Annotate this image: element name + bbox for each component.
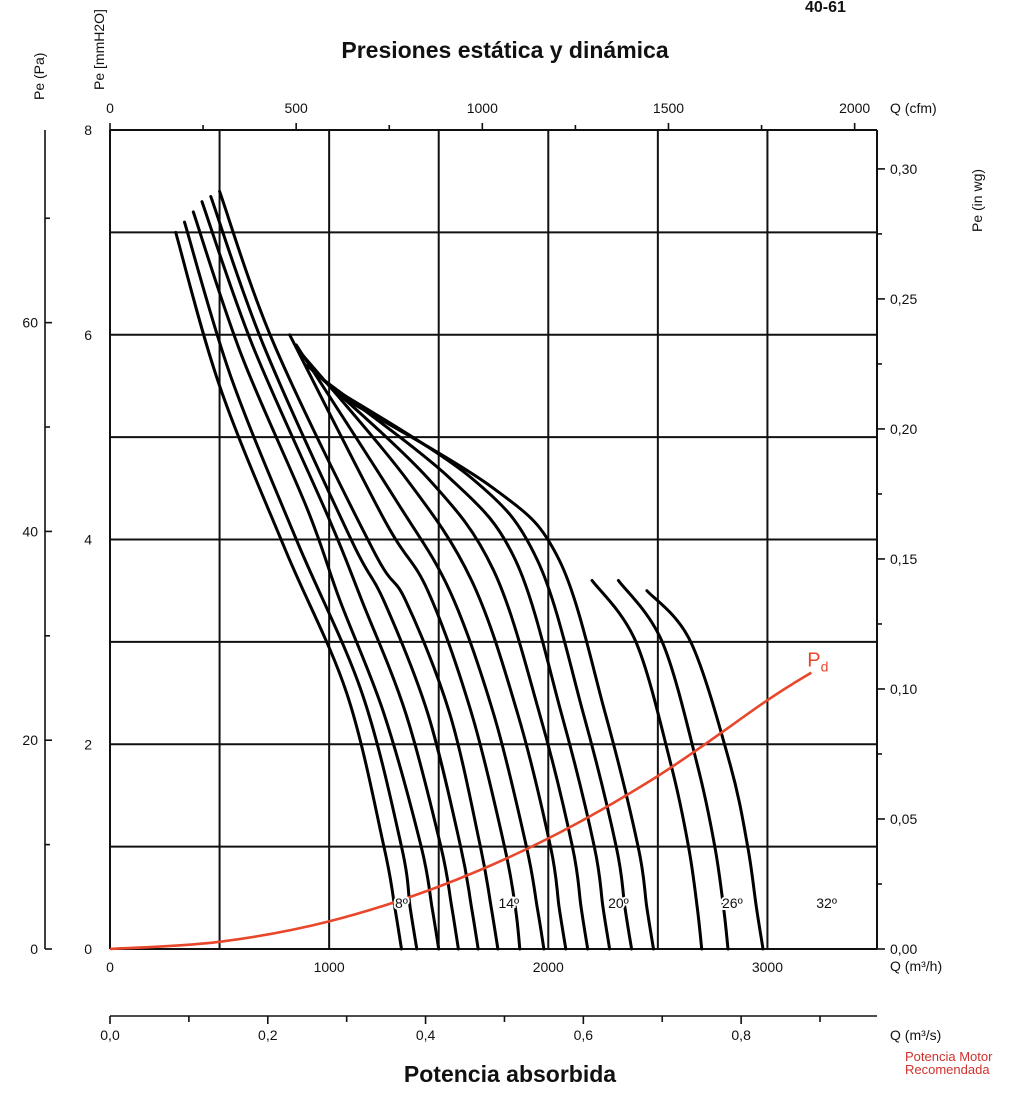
inwg-tick-label: 0,20: [890, 421, 917, 437]
m3s-axis-title: Q (m³/s): [890, 1027, 941, 1043]
pd-curve-label: Pd: [807, 650, 828, 675]
inwg-tick-label: 0,25: [890, 291, 917, 307]
m3s-tick-label: 0,8: [731, 1027, 751, 1043]
blade-angle-label: 8º: [395, 895, 408, 911]
m3h-axis-title: Q (m³/h): [890, 958, 942, 974]
m3s-tick-label: 0,2: [258, 1027, 278, 1043]
pressure-curve: [301, 353, 568, 951]
pd-curve: [109, 671, 812, 951]
grid: [109, 129, 878, 950]
blade-angle-label: 14º: [498, 895, 519, 911]
pressure-curve: [327, 384, 634, 951]
pressure-curve: [590, 579, 704, 951]
pressure-curve: [616, 579, 730, 951]
pressure-curve: [338, 394, 655, 951]
m3h-tick-label: 1000: [314, 959, 345, 975]
chart-title: Presiones estática y dinámica: [341, 37, 668, 63]
series-curves: [109, 189, 812, 951]
pressure-curve: [218, 189, 500, 951]
cfm-tick-label: 0: [106, 100, 114, 116]
pa-tick-label: 40: [22, 523, 38, 539]
note-line-2: Recomendada: [905, 1062, 990, 1077]
pa-tick-label: 20: [22, 732, 38, 748]
inwg-tick-label: 0,30: [890, 161, 917, 177]
m3s-tick-label: 0,0: [100, 1027, 120, 1043]
pressure-curve: [191, 210, 441, 951]
pressure-curve: [183, 220, 419, 951]
cfm-tick-label: 1500: [653, 100, 684, 116]
axes: [44, 123, 885, 1024]
recommended-power-note: Potencia Motor Recomendada: [905, 1050, 992, 1076]
inwg-tick-label: 0,15: [890, 551, 917, 567]
axis-labels: 0204060024680,000,050,100,150,200,250,30…: [22, 9, 985, 1043]
blade-angle-label: 20º: [608, 895, 629, 911]
pressure-curve: [305, 364, 590, 951]
mmh2o-tick-label: 8: [84, 122, 92, 138]
cfm-tick-label: 2000: [839, 100, 870, 116]
pa-tick-label: 60: [22, 315, 38, 331]
pa-axis-title: Pe (Pa): [31, 53, 47, 100]
m3h-tick-label: 2000: [533, 959, 564, 975]
cfm-tick-label: 500: [284, 100, 308, 116]
inwg-tick-label: 0,10: [890, 681, 917, 697]
pressure-curve: [316, 374, 612, 951]
m3h-tick-label: 3000: [752, 959, 783, 975]
mmh2o-axis-title: Pe [mmH2O]: [91, 9, 107, 90]
cfm-tick-label: 1000: [467, 100, 498, 116]
page-label: 40-61: [805, 0, 846, 16]
pressure-curve: [174, 230, 403, 951]
blade-angle-label: 32º: [816, 895, 837, 911]
pressure-curve: [209, 195, 480, 951]
note-line-1: Potencia Motor: [905, 1049, 993, 1064]
inwg-tick-label: 0,05: [890, 811, 917, 827]
pd-subscript: d: [821, 659, 829, 675]
mmh2o-tick-label: 0: [84, 941, 92, 957]
cfm-axis-title: Q (cfm): [890, 100, 937, 116]
mmh2o-tick-label: 6: [84, 327, 92, 343]
inwg-tick-label: 0,00: [890, 941, 917, 957]
pressure-curve: [645, 589, 765, 951]
m3s-tick-label: 0,4: [416, 1027, 436, 1043]
pa-tick-label: 0: [30, 941, 38, 957]
mmh2o-tick-label: 4: [84, 532, 92, 548]
m3h-tick-label: 0: [106, 959, 114, 975]
pressure-curve: [294, 343, 546, 951]
m3s-tick-label: 0,6: [574, 1027, 594, 1043]
pressure-curve: [288, 333, 522, 951]
inwg-axis-title: Pe (in wg): [969, 169, 985, 232]
blade-angle-label: 26º: [722, 895, 743, 911]
mmh2o-tick-label: 2: [84, 736, 92, 752]
footer-title: Potencia absorbida: [404, 1061, 616, 1087]
